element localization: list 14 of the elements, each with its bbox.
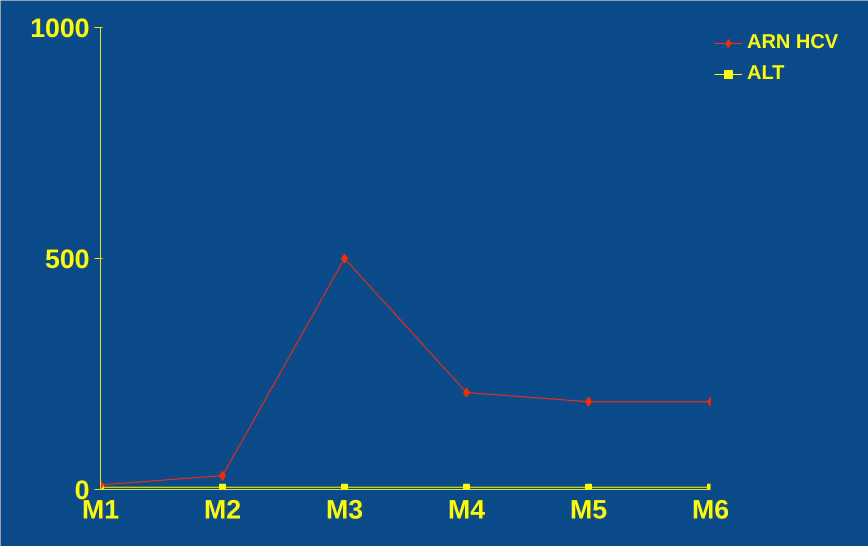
y-tick-label: 500 xyxy=(45,244,90,274)
x-tick-label: M2 xyxy=(204,494,242,524)
point xyxy=(341,484,348,490)
x-tick-label: M3 xyxy=(326,494,364,524)
x-tick-label: M6 xyxy=(692,494,730,524)
legend-label: ALT xyxy=(747,62,784,85)
legend-label: ARN HCV xyxy=(747,31,838,54)
x-tick-label: M4 xyxy=(448,494,486,524)
point xyxy=(463,484,470,490)
x-tick-label: M5 xyxy=(570,494,608,524)
point xyxy=(585,484,592,490)
point xyxy=(219,484,226,490)
point xyxy=(341,254,348,264)
y-tick-label: 1000 xyxy=(30,13,90,43)
